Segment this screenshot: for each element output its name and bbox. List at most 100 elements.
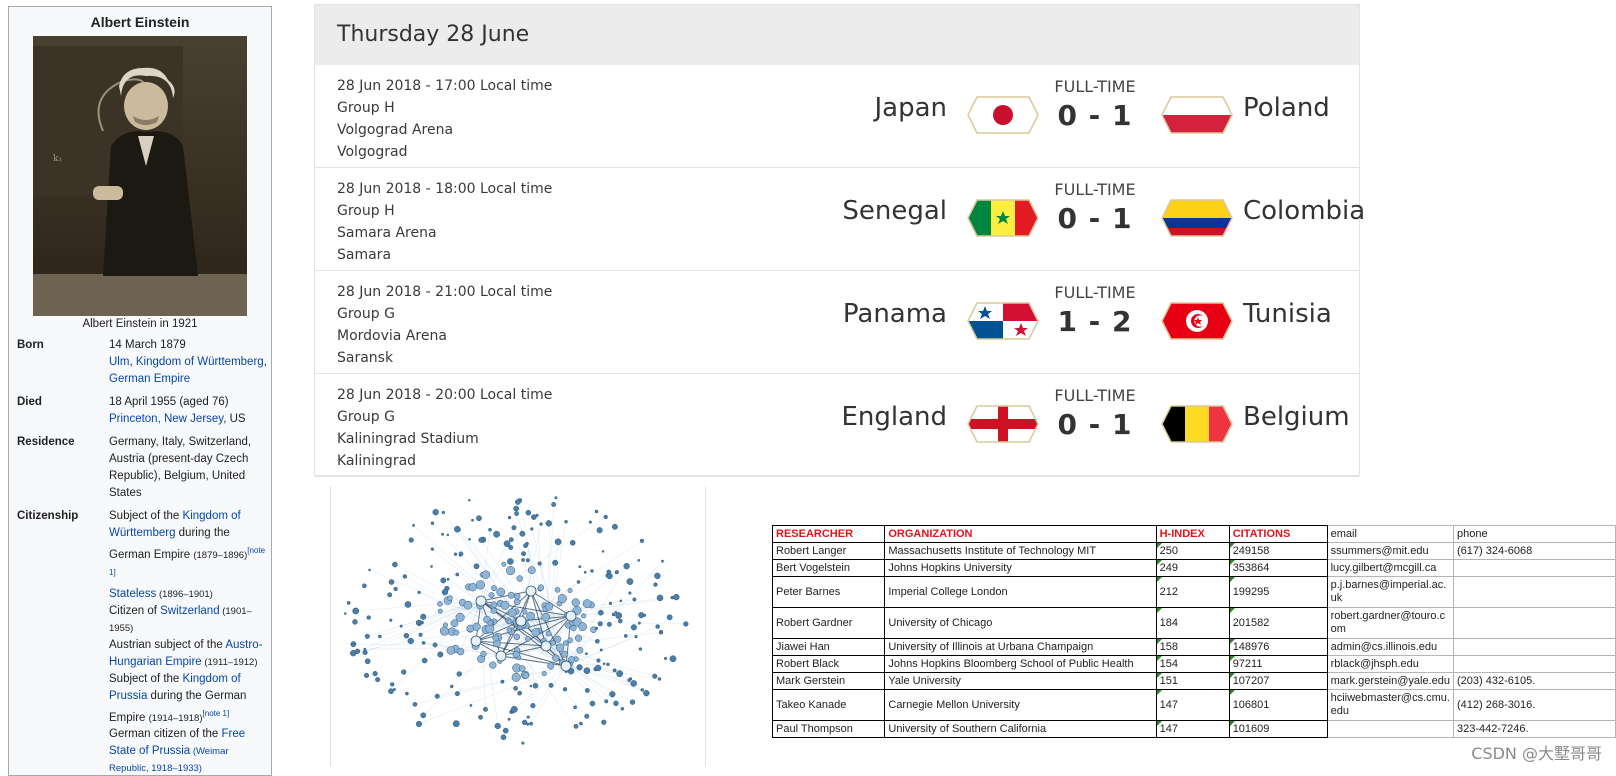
table-cell-phone: (203) 432-6105. [1454,673,1616,690]
table-cell-phone [1454,608,1616,639]
table-cell-phone [1454,577,1616,608]
table-cell-citations: 107207 [1229,673,1327,690]
died-row: Died 18 April 1955 (aged 76) Princeton, … [17,394,271,428]
born-separator: , [264,356,267,368]
match-score: 0 - 1 [1054,202,1136,235]
table-cell-researcher: Takeo Kanade [773,690,885,721]
table-cell-organization: University of Illinois at Urbana Champai… [885,639,1156,656]
home-team-name[interactable]: Japan [874,93,947,123]
match-info: 28 Jun 2018 - 18:00 Local time Group H S… [337,178,552,266]
table-cell-organization: Imperial College London [885,577,1156,608]
column-header-organization: ORGANIZATION [885,526,1156,543]
home-team-name[interactable]: England [841,402,947,432]
table-cell-organization: University of Southern California [885,721,1156,738]
table-cell-h-index: 250 [1156,543,1229,560]
died-date: 18 April 1955 (aged 76) [109,394,269,411]
tunisia-flag-icon [1161,302,1233,340]
table-cell-citations: 199295 [1229,577,1327,608]
kingdom-wurttemberg-link[interactable]: Kingdom of Württemberg [136,356,264,368]
died-place-rest: , US [223,413,245,425]
table-cell-phone: (617) 324-6068 [1454,543,1616,560]
table-cell-citations: 201582 [1229,608,1327,639]
japan-flag-icon [967,96,1039,134]
citizenship-label: Citizenship [17,508,109,776]
home-team-name[interactable]: Senegal [842,196,947,226]
full-time-label: FULL-TIME [1054,283,1136,302]
match-group: Group G [337,303,552,325]
table-cell-organization: Johns Hopkins University [885,560,1156,577]
match-datetime: 28 Jun 2018 - 21:00 Local time [337,281,552,303]
csdn-watermark: CSDN @大墅哥哥 [1471,740,1602,764]
citizenship-entry: Stateless (1896–1901) [109,586,269,603]
table-cell-h-index: 151 [1156,673,1229,690]
table-cell-phone: 323-442-7246. [1454,721,1616,738]
table-cell-citations: 97211 [1229,656,1327,673]
ulm-link[interactable]: Ulm [109,356,129,368]
note-link[interactable]: [note 1] [203,709,230,718]
away-team-name[interactable]: Poland [1243,93,1330,123]
table-cell-email: p.j.barnes@imperial.ac.uk [1327,577,1453,608]
table-cell-h-index: 249 [1156,560,1229,577]
match-city: Samara [337,244,552,266]
match-list: 28 Jun 2018 - 17:00 Local time Group H V… [315,65,1359,477]
table-cell-h-index: 154 [1156,656,1229,673]
princeton-link[interactable]: Princeton, New Jersey [109,413,223,425]
german-empire-link[interactable]: German Empire [109,373,190,385]
match-stadium: Volgograd Arena [337,119,552,141]
match-row[interactable]: 28 Jun 2018 - 21:00 Local time Group G M… [315,271,1359,374]
england-flag-icon [967,405,1039,443]
table-cell-email: robert.gardner@touro.com [1327,608,1453,639]
network-graph [331,486,705,766]
match-city: Saransk [337,347,552,369]
match-info: 28 Jun 2018 - 17:00 Local time Group H V… [337,75,552,163]
table-cell-researcher: Robert Langer [773,543,885,560]
table-cell-h-index: 158 [1156,639,1229,656]
citizenship-entry: Citizen of Switzerland (1901–1955) [109,603,269,637]
died-label: Died [17,394,109,428]
match-stadium: Mordovia Arena [337,325,552,347]
match-group: Group H [337,97,552,119]
match-score: 0 - 1 [1054,408,1136,441]
table-cell-citations: 249158 [1229,543,1327,560]
stateless-link[interactable]: Stateless [109,588,156,600]
citizenship-text: Citizen of [109,605,160,617]
match-row[interactable]: 28 Jun 2018 - 20:00 Local time Group G K… [315,374,1359,477]
citizenship-entry: German citizen of the Free State of Prus… [109,726,269,776]
poland-flag-icon [1161,96,1233,134]
citizenship-years: (1911–1912) [202,657,258,668]
match-stadium: Kaliningrad Stadium [337,428,552,450]
table-cell-email: hciiwebmaster@cs.cmu.edu [1327,690,1453,721]
died-place: Princeton, New Jersey, US [109,411,269,428]
match-row[interactable]: 28 Jun 2018 - 17:00 Local time Group H V… [315,65,1359,168]
infobox-title: Albert Einstein [9,14,271,30]
match-row[interactable]: 28 Jun 2018 - 18:00 Local time Group H S… [315,168,1359,271]
table-cell-organization: Massachusetts Institute of Technology MI… [885,543,1156,560]
residence-value: Germany, Italy, Switzerland, Austria (pr… [109,434,269,502]
table-cell-email: lucy.gilbert@mcgill.ca [1327,560,1453,577]
home-team-name[interactable]: Panama [843,299,947,329]
table-cell-organization: University of Chicago [885,608,1156,639]
match-results-panel: Thursday 28 June 28 Jun 2018 - 17:00 Loc… [314,4,1360,476]
portrait-caption: Albert Einstein in 1921 [9,318,271,330]
table-cell-citations: 148976 [1229,639,1327,656]
away-team-name[interactable]: Belgium [1243,402,1350,432]
switzerland-link[interactable]: Switzerland [160,605,219,617]
belgium-flag-icon [1161,405,1233,443]
citizenship-years: (1879–1896) [193,550,247,561]
table-cell-email: ssummers@mit.edu [1327,543,1453,560]
day-header: Thursday 28 June [315,5,1359,65]
table-cell-h-index: 147 [1156,721,1229,738]
away-team-name[interactable]: Colombia [1243,196,1365,226]
match-info: 28 Jun 2018 - 20:00 Local time Group G K… [337,384,552,472]
table-cell-organization: Carnegie Mellon University [885,690,1156,721]
away-team-name[interactable]: Tunisia [1243,299,1332,329]
table-cell-phone [1454,656,1616,673]
table-cell-email [1327,721,1453,738]
